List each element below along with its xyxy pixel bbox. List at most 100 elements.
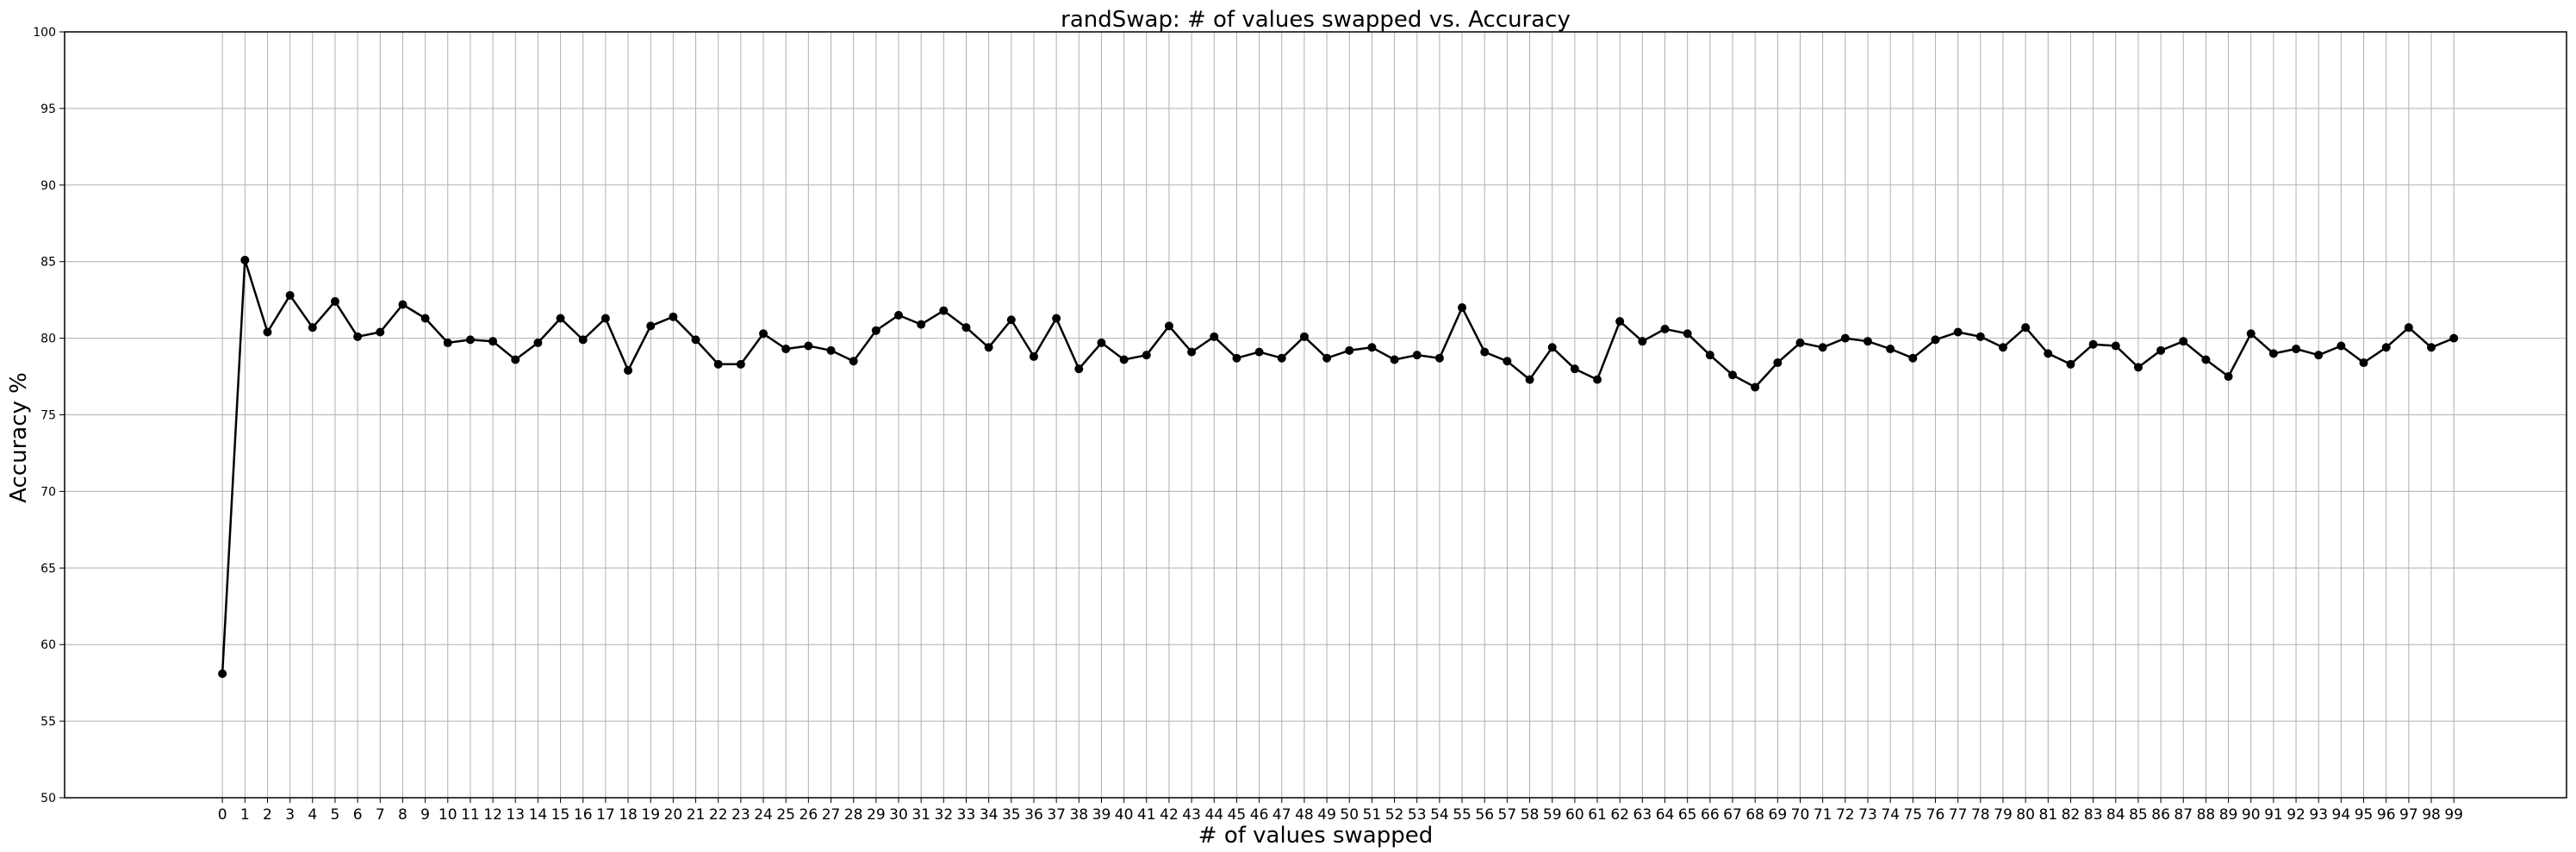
- x-tick-label: 22: [709, 806, 728, 824]
- x-tick-label: 70: [1791, 806, 1810, 824]
- x-tick-label: 5: [331, 806, 340, 824]
- x-tick-label: 93: [2309, 806, 2328, 824]
- data-point: [2381, 343, 2391, 352]
- data-point: [1119, 355, 1129, 364]
- data-point: [1052, 314, 1061, 323]
- data-point: [1210, 332, 1219, 341]
- x-tick-label: 85: [2129, 806, 2148, 824]
- data-point: [2224, 372, 2233, 382]
- data-point: [713, 359, 723, 369]
- data-point: [240, 255, 250, 264]
- x-tick-label: 25: [776, 806, 795, 824]
- data-point: [2044, 349, 2053, 358]
- x-tick-label: 44: [1204, 806, 1223, 824]
- data-point: [1412, 351, 1422, 360]
- x-tick-label: 36: [1024, 806, 1043, 824]
- x-tick-label: 14: [529, 806, 548, 824]
- x-tick-label: 77: [1949, 806, 1968, 824]
- data-point: [1998, 343, 2007, 352]
- data-point: [2088, 339, 2098, 349]
- y-tick-label: 75: [40, 409, 56, 423]
- x-tick-label: 12: [483, 806, 502, 824]
- data-point: [218, 669, 227, 678]
- series-line-layer: [221, 258, 2455, 675]
- data-point: [2427, 343, 2436, 352]
- data-point: [736, 359, 745, 369]
- data-point: [1187, 347, 1197, 357]
- x-tick-label: 28: [844, 806, 863, 824]
- data-point: [1142, 351, 1151, 360]
- x-tick-label: 81: [2038, 806, 2057, 824]
- data-point: [917, 320, 926, 329]
- x-tick-label: 43: [1182, 806, 1201, 824]
- data-point: [1480, 347, 1490, 357]
- x-tick-label: 78: [1971, 806, 1990, 824]
- x-tick-label: 67: [1723, 806, 1742, 824]
- data-point: [2156, 345, 2166, 355]
- x-tick-label: 3: [285, 806, 295, 824]
- data-point: [1390, 355, 1399, 364]
- x-tick-label: 66: [1701, 806, 1720, 824]
- data-point: [2268, 349, 2278, 358]
- data-point: [1254, 347, 1264, 357]
- x-tick-label: 33: [957, 806, 976, 824]
- x-tick-label: 75: [1903, 806, 1922, 824]
- data-point: [1660, 324, 1670, 333]
- data-point: [1976, 332, 1985, 341]
- data-point: [1277, 353, 1286, 363]
- data-point: [1683, 329, 1692, 339]
- data-point: [1029, 351, 1038, 361]
- x-tick-label: 83: [2084, 806, 2103, 824]
- data-point: [984, 343, 993, 352]
- data-point: [2359, 358, 2368, 368]
- data-point: [600, 314, 610, 323]
- data-point: [646, 321, 656, 331]
- x-tick-label: 59: [1543, 806, 1562, 824]
- data-point: [1570, 364, 1579, 374]
- data-point: [330, 296, 339, 306]
- x-axis-ticks: 0 1 2 3 4 5 6 7 8 9 10 11 12 13 14 15 16 17 18 19 20 21 22 23 24…: [218, 798, 2463, 824]
- y-tick-label: 85: [40, 256, 56, 270]
- y-tick-label: 100: [33, 26, 56, 40]
- data-point: [2066, 359, 2075, 369]
- x-tick-label: 98: [2422, 806, 2441, 824]
- data-point: [511, 355, 520, 364]
- data-point: [2404, 323, 2413, 333]
- data-point: [1953, 327, 1963, 337]
- data-point: [826, 345, 836, 355]
- data-point: [488, 337, 498, 346]
- x-tick-label: 38: [1069, 806, 1088, 824]
- data-point: [1503, 357, 1512, 366]
- x-tick-label: 95: [2355, 806, 2374, 824]
- data-point: [1840, 333, 1850, 343]
- x-tick-label: 53: [1408, 806, 1427, 824]
- x-tick-label: 21: [687, 806, 706, 824]
- data-point: [398, 300, 408, 309]
- data-point: [2133, 363, 2143, 372]
- data-point: [1525, 375, 1534, 384]
- x-tick-label: 6: [353, 806, 363, 824]
- x-tick-label: 57: [1498, 806, 1517, 824]
- x-tick-label: 65: [1678, 806, 1697, 824]
- x-tick-label: 60: [1565, 806, 1584, 824]
- data-point: [624, 365, 633, 375]
- data-point: [420, 314, 430, 323]
- data-point: [849, 357, 858, 366]
- x-tick-label: 84: [2106, 806, 2125, 824]
- x-tick-label: 45: [1228, 806, 1247, 824]
- x-tick-label: 17: [596, 806, 615, 824]
- x-tick-label: 27: [822, 806, 841, 824]
- x-tick-label: 97: [2399, 806, 2418, 824]
- x-tick-label: 24: [754, 806, 773, 824]
- data-point: [2336, 341, 2346, 351]
- x-tick-label: 47: [1272, 806, 1291, 824]
- x-tick-label: 37: [1047, 806, 1066, 824]
- x-tick-label: 32: [935, 806, 954, 824]
- x-tick-label: 96: [2377, 806, 2396, 824]
- x-tick-label: 61: [1588, 806, 1607, 824]
- grid: [65, 31, 2567, 799]
- x-tick-label: 8: [398, 806, 408, 824]
- data-point: [2314, 351, 2324, 360]
- data-point: [894, 310, 903, 320]
- data-point: [308, 323, 317, 333]
